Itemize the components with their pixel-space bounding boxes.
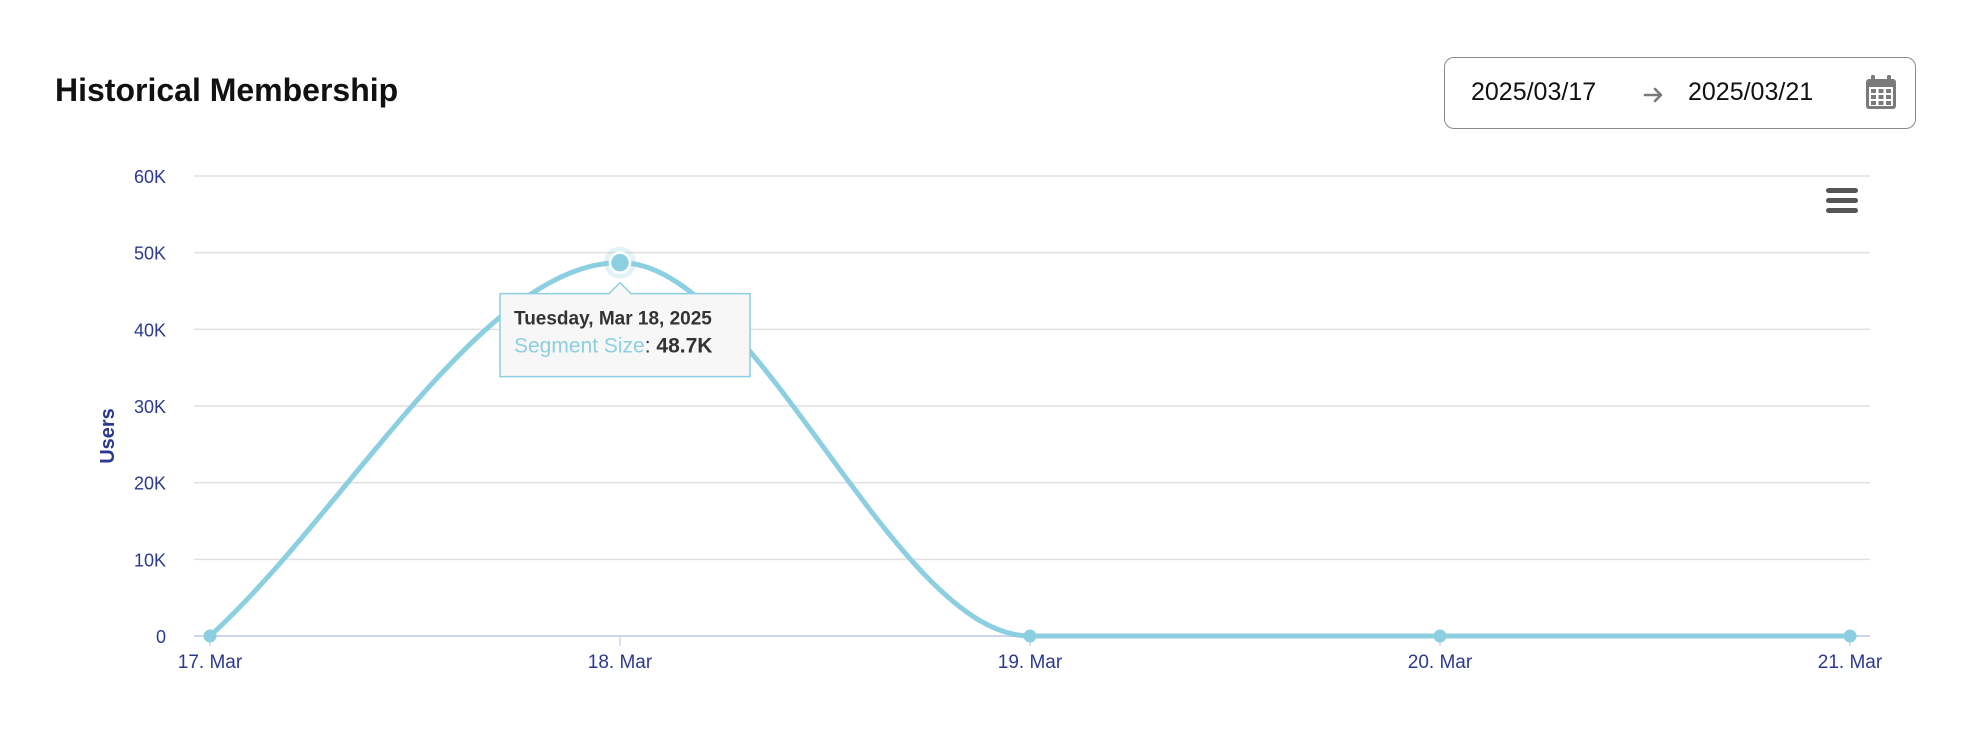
- tooltip-value-line: Segment Size: 48.7K: [514, 335, 712, 358]
- tooltip-date: Tuesday, Mar 18, 2025: [514, 309, 712, 330]
- y-tick-label: 30K: [134, 397, 166, 417]
- x-tick-label: 18. Mar: [588, 652, 653, 673]
- hamburger-menu-icon[interactable]: [1826, 188, 1858, 213]
- y-tick-label: 60K: [134, 167, 166, 187]
- x-tick-label: 19. Mar: [998, 652, 1063, 673]
- tooltip-separator: :: [645, 335, 657, 358]
- y-tick-label: 50K: [134, 244, 166, 264]
- data-point[interactable]: [1434, 630, 1447, 643]
- series-line-segment-size: [210, 263, 1850, 636]
- tooltip-value: 48.7K: [656, 335, 712, 358]
- y-tick-labels: 0 10K 20K 30K 40K 50K 60K: [134, 167, 166, 647]
- data-point[interactable]: [1024, 630, 1037, 643]
- y-axis-label: Users: [97, 408, 119, 464]
- x-tick-label: 17. Mar: [178, 652, 243, 673]
- x-tick-label: 21. Mar: [1818, 652, 1883, 673]
- data-points: [204, 247, 1857, 643]
- data-point[interactable]: [1844, 630, 1857, 643]
- y-tick-label: 40K: [134, 320, 166, 340]
- data-point[interactable]: [204, 630, 217, 643]
- y-tick-label: 20K: [134, 474, 166, 494]
- data-point[interactable]: [610, 253, 630, 273]
- data-tooltip: Tuesday, Mar 18, 2025 Segment Size: 48.7…: [500, 283, 750, 377]
- tooltip-series-label: Segment Size: [514, 335, 645, 358]
- x-tick-label: 20. Mar: [1408, 652, 1473, 673]
- y-tick-label: 10K: [134, 550, 166, 570]
- y-tick-label: 0: [156, 627, 166, 647]
